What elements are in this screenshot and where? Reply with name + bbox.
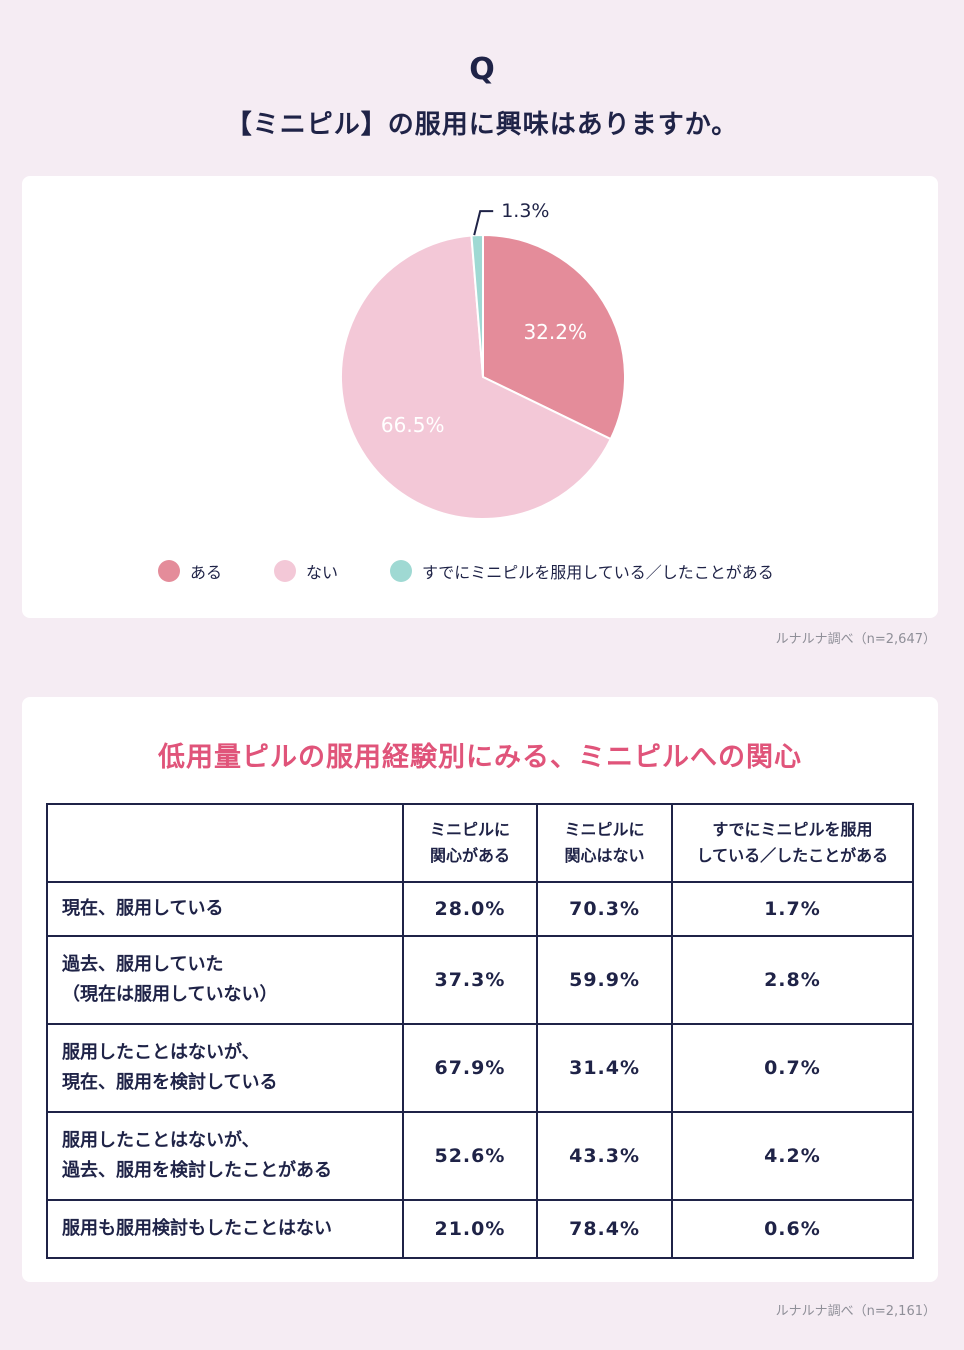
value-cell-0: 37.3% xyxy=(401,935,539,1025)
value-cell-0: 28.0% xyxy=(401,881,539,937)
question-marker: Q xyxy=(469,52,495,87)
value-cell-2: 4.2% xyxy=(670,1111,915,1201)
table-header-cell-2: ミニピルに 関心はない xyxy=(536,803,673,883)
value-cell-2: 1.7% xyxy=(670,881,915,937)
pie-chart: 32.2% 66.5% 1.3% xyxy=(340,200,626,520)
row-label: 過去、服用していた （現在は服用していない） xyxy=(46,935,404,1025)
row-label: 現在、服用している xyxy=(46,881,404,937)
value-cell-2: 2.8% xyxy=(670,935,915,1025)
table-source-note: ルナルナ調べ（n=2,161） xyxy=(775,1304,936,1319)
legend-label: ある xyxy=(190,563,223,582)
value-cell-1: 59.9% xyxy=(536,935,673,1025)
table-row: 服用したことはないが、 過去、服用を検討したことがある 52.6% 43.3% 4.2% xyxy=(46,1111,915,1201)
table-card: 低用量ピルの服用経験別にみる、ミニピルへの関心 ミニピルに 関心がある ミニピルに関… xyxy=(22,697,938,1282)
value-cell-2: 0.7% xyxy=(670,1023,915,1113)
pie-slice-0 xyxy=(482,233,626,441)
data-table: ミニピルに 関心がある ミニピルに 関心はない すでにミニピルを服用 している／したことが… xyxy=(46,803,915,1259)
value-cell-0: 67.9% xyxy=(401,1023,539,1113)
value-cell-1: 31.4% xyxy=(536,1023,673,1113)
pie-source-note: ルナルナ調べ（n=2,647） xyxy=(775,632,936,647)
legend-label: ない xyxy=(306,563,339,582)
pie-label-2: 1.3% xyxy=(501,200,549,222)
value-cell-1: 43.3% xyxy=(536,1111,673,1201)
table-row: 現在、服用している 28.0% 70.3% 1.7% xyxy=(46,881,915,937)
value-cell-1: 78.4% xyxy=(536,1199,673,1259)
legend-label: すでにミニピルを服用している／したことがある xyxy=(422,563,774,582)
pie-chart-card: 32.2% 66.5% 1.3% ある ない すでにミニピルを服用している／したことがあ… xyxy=(22,176,938,618)
value-cell-1: 70.3% xyxy=(536,881,673,937)
value-cell-0: 21.0% xyxy=(401,1199,539,1259)
chart-legend: ある ない すでにミニピルを服用している／したことがある xyxy=(158,556,774,586)
table-header-row: ミニピルに 関心がある ミニピルに 関心はない すでにミニピルを服用 している／したことが… xyxy=(46,803,915,883)
pie-leader-line-2 xyxy=(473,210,494,236)
table-header-cell-3: すでにミニピルを服用 している／したことがある xyxy=(670,803,915,883)
table-title: 低用量ピルの服用経験別にみる、ミニピルへの関心 xyxy=(158,742,802,773)
pie-slice-2 xyxy=(470,233,484,378)
table-row: 過去、服用していた （現在は服用していない） 37.3% 59.9% 2.8% xyxy=(46,935,915,1025)
question-title: 【ミニピル】の服用に興味はありますか。 xyxy=(225,110,739,140)
row-label: 服用したことはないが、 過去、服用を検討したことがある xyxy=(46,1111,404,1201)
table-header-cell-1: ミニピルに 関心がある xyxy=(401,803,539,883)
pie-slice-1 xyxy=(340,234,613,520)
pie-label-1: 66.5% xyxy=(381,413,445,437)
legend-swatch xyxy=(390,560,413,582)
table-row: 服用も服用検討もしたことはない 21.0% 78.4% 0.6% xyxy=(46,1199,915,1259)
legend-swatch xyxy=(158,560,180,582)
legend-item-1: ない xyxy=(274,559,338,583)
legend-item-2: すでにミニピルを服用している／したことがある xyxy=(390,559,774,583)
table-header-cell-0 xyxy=(46,803,404,883)
legend-item-0: ある xyxy=(158,559,222,583)
row-label: 服用も服用検討もしたことはない xyxy=(46,1199,404,1259)
row-label: 服用したことはないが、 現在、服用を検討している xyxy=(46,1023,404,1113)
pie-label-0: 32.2% xyxy=(523,320,587,344)
value-cell-2: 0.6% xyxy=(670,1199,915,1259)
value-cell-0: 52.6% xyxy=(401,1111,539,1201)
legend-swatch xyxy=(274,560,297,582)
table-row: 服用したことはないが、 現在、服用を検討している 67.9% 31.4% 0.7% xyxy=(46,1023,915,1113)
